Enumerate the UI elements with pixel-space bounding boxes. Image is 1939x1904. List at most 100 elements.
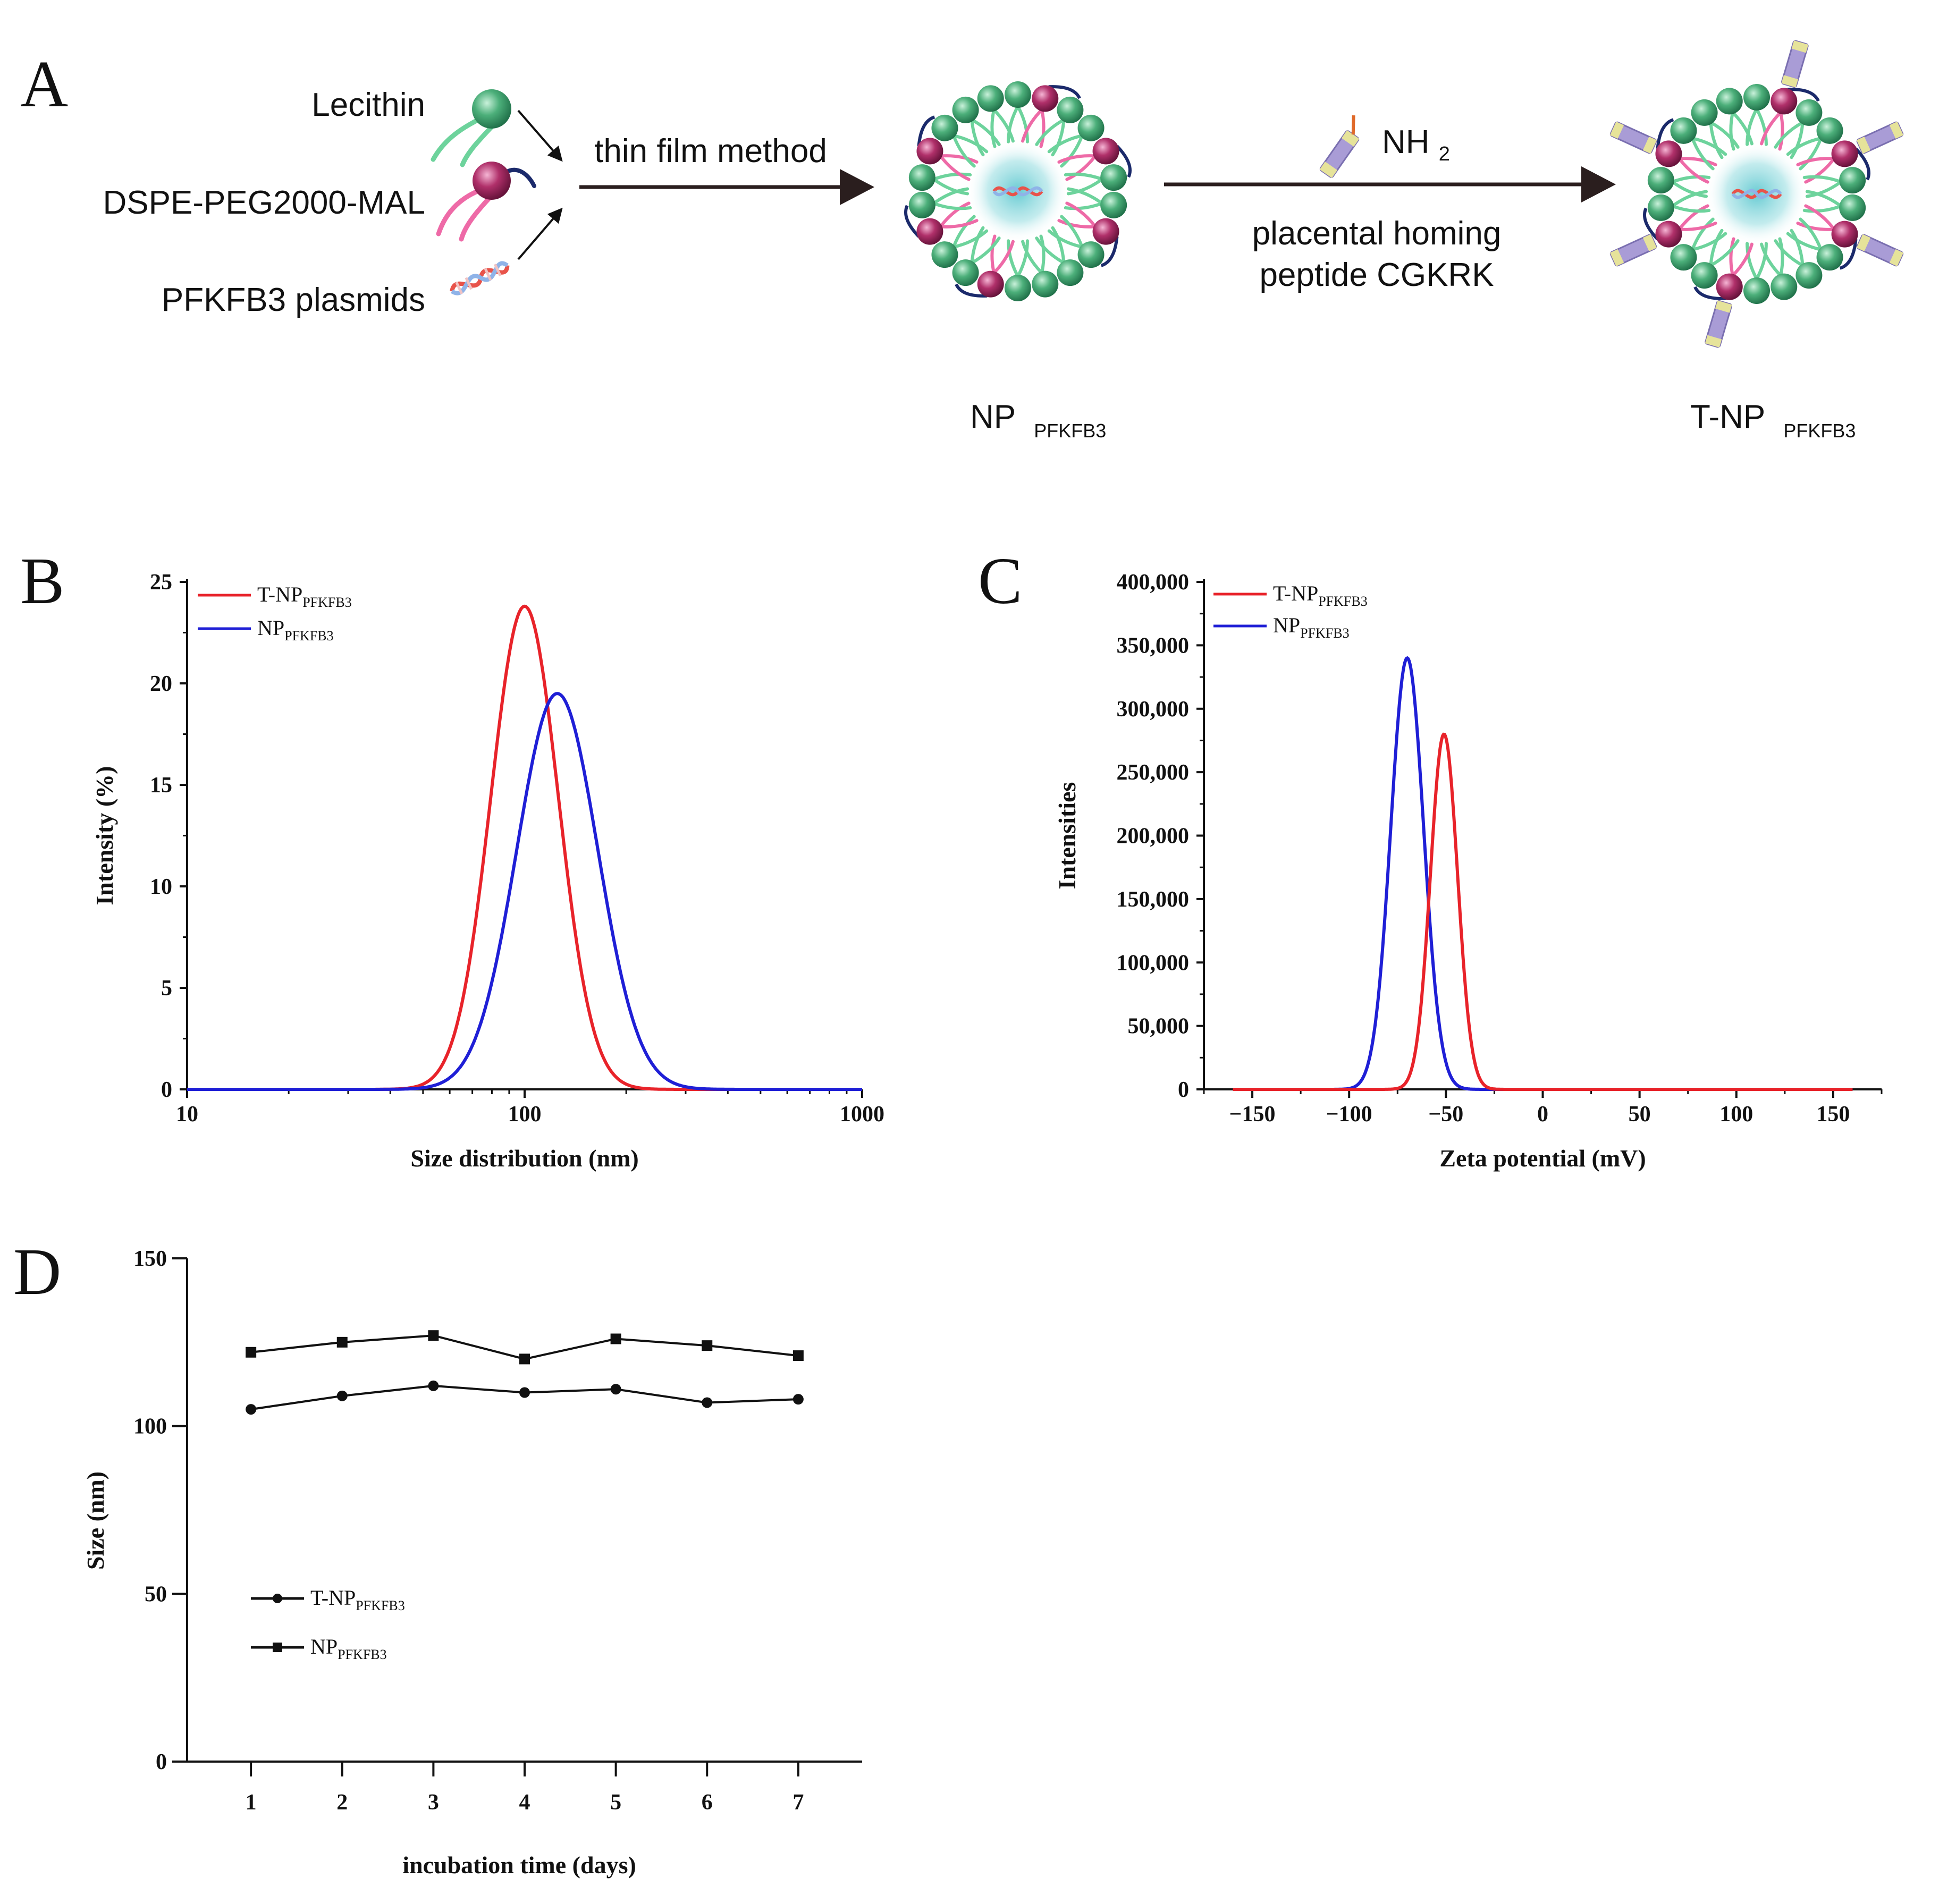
np-lipid-tail [1016,105,1029,143]
np-head-green-icon [952,259,979,286]
dspe-peg-molecule-icon [436,162,536,242]
peptide-end [1705,335,1722,348]
np-head-magenta-icon [1771,88,1798,115]
np-lipid-tail [992,240,1015,275]
panel-c-zeta-potential-chart: C 0 50,000 100,000 150,000 200,000 250,000 300… [978,545,1883,1172]
peptide-end [1791,40,1809,53]
np-head-green-icon [1100,164,1127,191]
np-lipid-tail [1039,108,1046,148]
np-lipid-tail [1060,134,1084,168]
legend-label: NPPFKFB3 [310,1635,387,1662]
np-head-green-icon [1005,275,1031,301]
product1-main: NP [970,399,1015,435]
np-head-magenta-icon [1655,140,1682,167]
np-head-magenta-icon [977,270,1004,298]
panel-a-schematic: A Lecithin DSPE-PEG2000-MAL PFKFB3 plasm… [20,40,1904,442]
d-point-square [793,1350,804,1361]
d-y-axis-label: Size (nm) [82,1471,109,1570]
panel-d-stability-chart: D 0 50 100 150 1 2 3 4 5 6 7 incubation time (days)… [13,1236,862,1878]
np-lipid-tail [1796,222,1836,231]
np-lipid-tail [1677,157,1709,184]
np-head-green-icon [1816,117,1843,144]
np-lipid-tail [1760,111,1783,146]
np-peg-chain [1787,88,1820,102]
c-x-tick-label: −150 [1229,1102,1276,1127]
np-lipid-tail [1790,121,1805,159]
b-x-tick-label: 100 [508,1102,542,1127]
c-y-tick-label: 400,000 [1117,570,1190,595]
np-lipid-tail [1060,215,1084,249]
d-point-circle [336,1390,348,1401]
c-y-tick-label: 200,000 [1117,824,1190,849]
np-head-green-icon [908,164,935,191]
np-lipid-tail [1774,239,1805,267]
legend-label-sub: PFKFB3 [284,628,334,644]
legend-marker-circle [273,1594,282,1603]
np-lipid-tail [1805,180,1843,198]
np-head-green-icon [1670,244,1697,271]
np-lipid-tail [1778,111,1784,151]
np-lipid-tail [1065,154,1097,181]
np-head-green-icon [1839,167,1866,194]
np-lipid-tail [1039,234,1046,275]
b-y-tick-label: 20 [150,672,172,696]
np-head-magenta-icon [1092,138,1119,165]
np-lipid-tail [1729,111,1735,151]
np-peg-chain [1643,207,1659,241]
np-lipid-tail [1671,204,1711,213]
legend-label: NPPFKFB3 [257,616,334,644]
np-peg-chain [1839,239,1858,270]
np-peg-chain [1100,236,1119,267]
legend-entry: NPPFKFB3 [251,1635,387,1662]
np-head-green-icon [1743,277,1770,304]
np-lipid-tail [1066,187,1104,205]
step2-arrow-head-icon [1581,166,1616,202]
b-x-tick-label: 1000 [840,1102,884,1127]
peptide-end [1715,300,1732,313]
b-y-tick-label: 10 [150,875,172,899]
d-point-square [336,1336,348,1348]
legend-label: T-NPPFKFB3 [257,582,352,610]
panel-letter-d: D [13,1236,61,1309]
np-lipid-tail [1731,242,1753,277]
legend-entry: NPPFKFB3 [198,616,334,644]
np-lipid-tail [990,234,997,275]
np-lipid-tail [1051,118,1066,157]
np-lipid-tail [1016,239,1029,278]
b-y-axis-label: Intensity (%) [91,766,118,906]
np-lipid-tail [932,201,972,210]
c-y-tick-label: 0 [1178,1078,1189,1102]
converge-arrow-1 [517,109,563,162]
dna-plasmid-icon [450,261,510,295]
np-head-green-icon [1057,96,1084,123]
peptide-end [1856,137,1871,154]
d-point-circle [793,1394,804,1405]
c-x-tick-label: 100 [1719,1102,1753,1127]
panel-letter-c: C [978,545,1022,618]
c-series-line [1233,656,1853,1091]
np-lipid-tail [1021,108,1044,143]
np-lipid-tail [1047,134,1084,154]
np-head-green-icon [1691,262,1718,289]
np-lipid-tail [1790,229,1805,267]
np-lipid-tail [1805,190,1843,208]
peptide-end [1889,249,1903,267]
np-peg-chain [1048,85,1081,99]
np-lipid-tail [1729,237,1735,277]
np-lipid-tail [1677,157,1717,166]
np-lipid-tail [1709,121,1740,149]
legend-label-sub: PFKFB3 [302,595,352,610]
np-lipid-tail [939,154,971,181]
np-peptide-icon [1856,234,1904,267]
legend-label-main: NP [1273,613,1300,637]
legend-label-main: T-NP [257,582,302,606]
np-lipid-tail [1691,137,1715,171]
np-lipid-tail [1007,239,1019,278]
np-lipid-tail [1731,111,1753,146]
np-peg-chain [917,115,935,147]
peptide-end [1856,234,1871,251]
np-lipid-tail [1746,107,1758,146]
d-x-tick-label: 6 [702,1790,713,1815]
np-lipid-tail [1709,239,1740,267]
peptide-end [1781,75,1798,88]
